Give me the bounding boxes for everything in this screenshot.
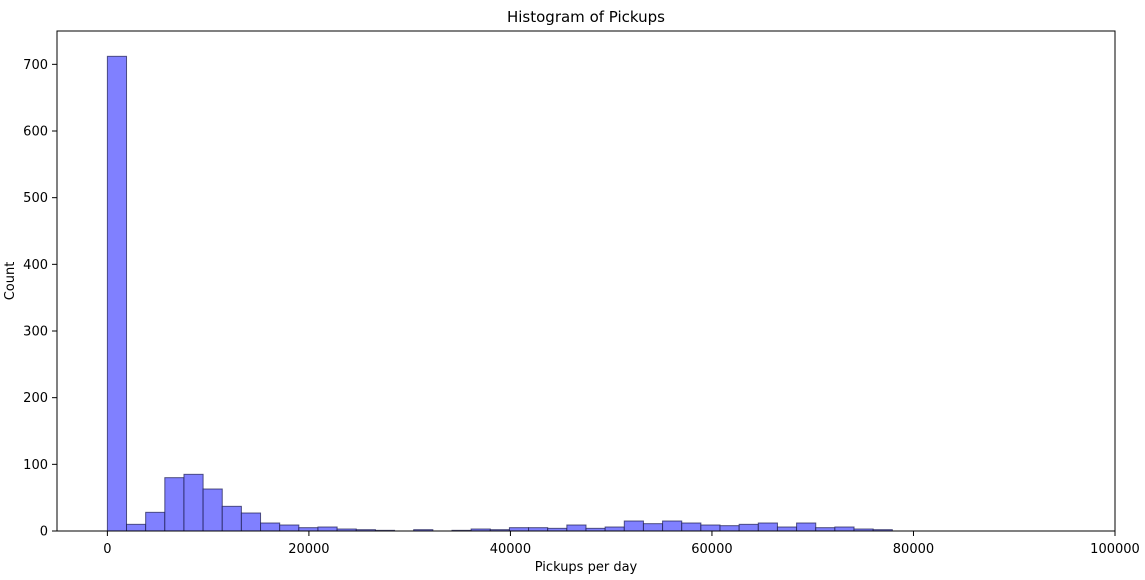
histogram-bar (202, 488, 223, 532)
y-tick-label: 0 (40, 525, 48, 540)
histogram-bar (260, 522, 281, 532)
histogram-bar (719, 525, 740, 532)
histogram-bar (183, 473, 204, 532)
histogram-bar (738, 523, 759, 532)
histogram-bar (126, 523, 147, 532)
histogram-bar (221, 505, 242, 532)
x-tick-label: 40000 (490, 542, 531, 557)
y-tick-label: 400 (23, 258, 48, 273)
histogram-bar (642, 523, 664, 532)
x-tick-label: 20000 (288, 542, 329, 557)
histogram-bar (700, 524, 721, 532)
y-tick-label: 100 (23, 458, 48, 473)
x-tick-label: 100000 (1090, 542, 1140, 557)
y-tick-label: 500 (23, 191, 48, 206)
histogram-bar (796, 522, 817, 532)
x-tick-label: 60000 (691, 542, 732, 557)
histogram-bar (776, 526, 798, 532)
histogram-bar (279, 524, 300, 532)
histogram-bar (834, 526, 855, 532)
y-tick-label: 200 (23, 391, 48, 406)
x-axis-ticks: 0 20000 40000 60000 80000 100000 (103, 531, 1140, 557)
histogram-bar (623, 520, 644, 532)
x-tick-label: 80000 (893, 542, 934, 557)
y-tick-label: 700 (23, 58, 48, 73)
x-axis-label: Pickups per day (535, 560, 638, 575)
plot-frame (56, 30, 1116, 532)
bars-group (106, 55, 893, 532)
y-axis-label: Count (3, 262, 18, 301)
histogram-bar (145, 511, 166, 532)
y-axis-ticks: 0 100 200 300 400 500 600 700 (23, 58, 57, 540)
histogram-bar (604, 526, 625, 532)
histogram-bar (240, 512, 262, 532)
y-tick-label: 300 (23, 325, 48, 340)
histogram-bar (106, 55, 128, 532)
histogram-bar (662, 520, 683, 532)
histogram-bar (757, 522, 778, 532)
x-tick-label: 0 (103, 542, 111, 557)
histogram-bar (566, 524, 587, 532)
histogram-bar (317, 526, 338, 532)
chart-title: Histogram of Pickups (507, 8, 665, 26)
y-tick-label: 600 (23, 125, 48, 140)
histogram-bar (681, 522, 702, 532)
histogram-bar (164, 477, 185, 532)
